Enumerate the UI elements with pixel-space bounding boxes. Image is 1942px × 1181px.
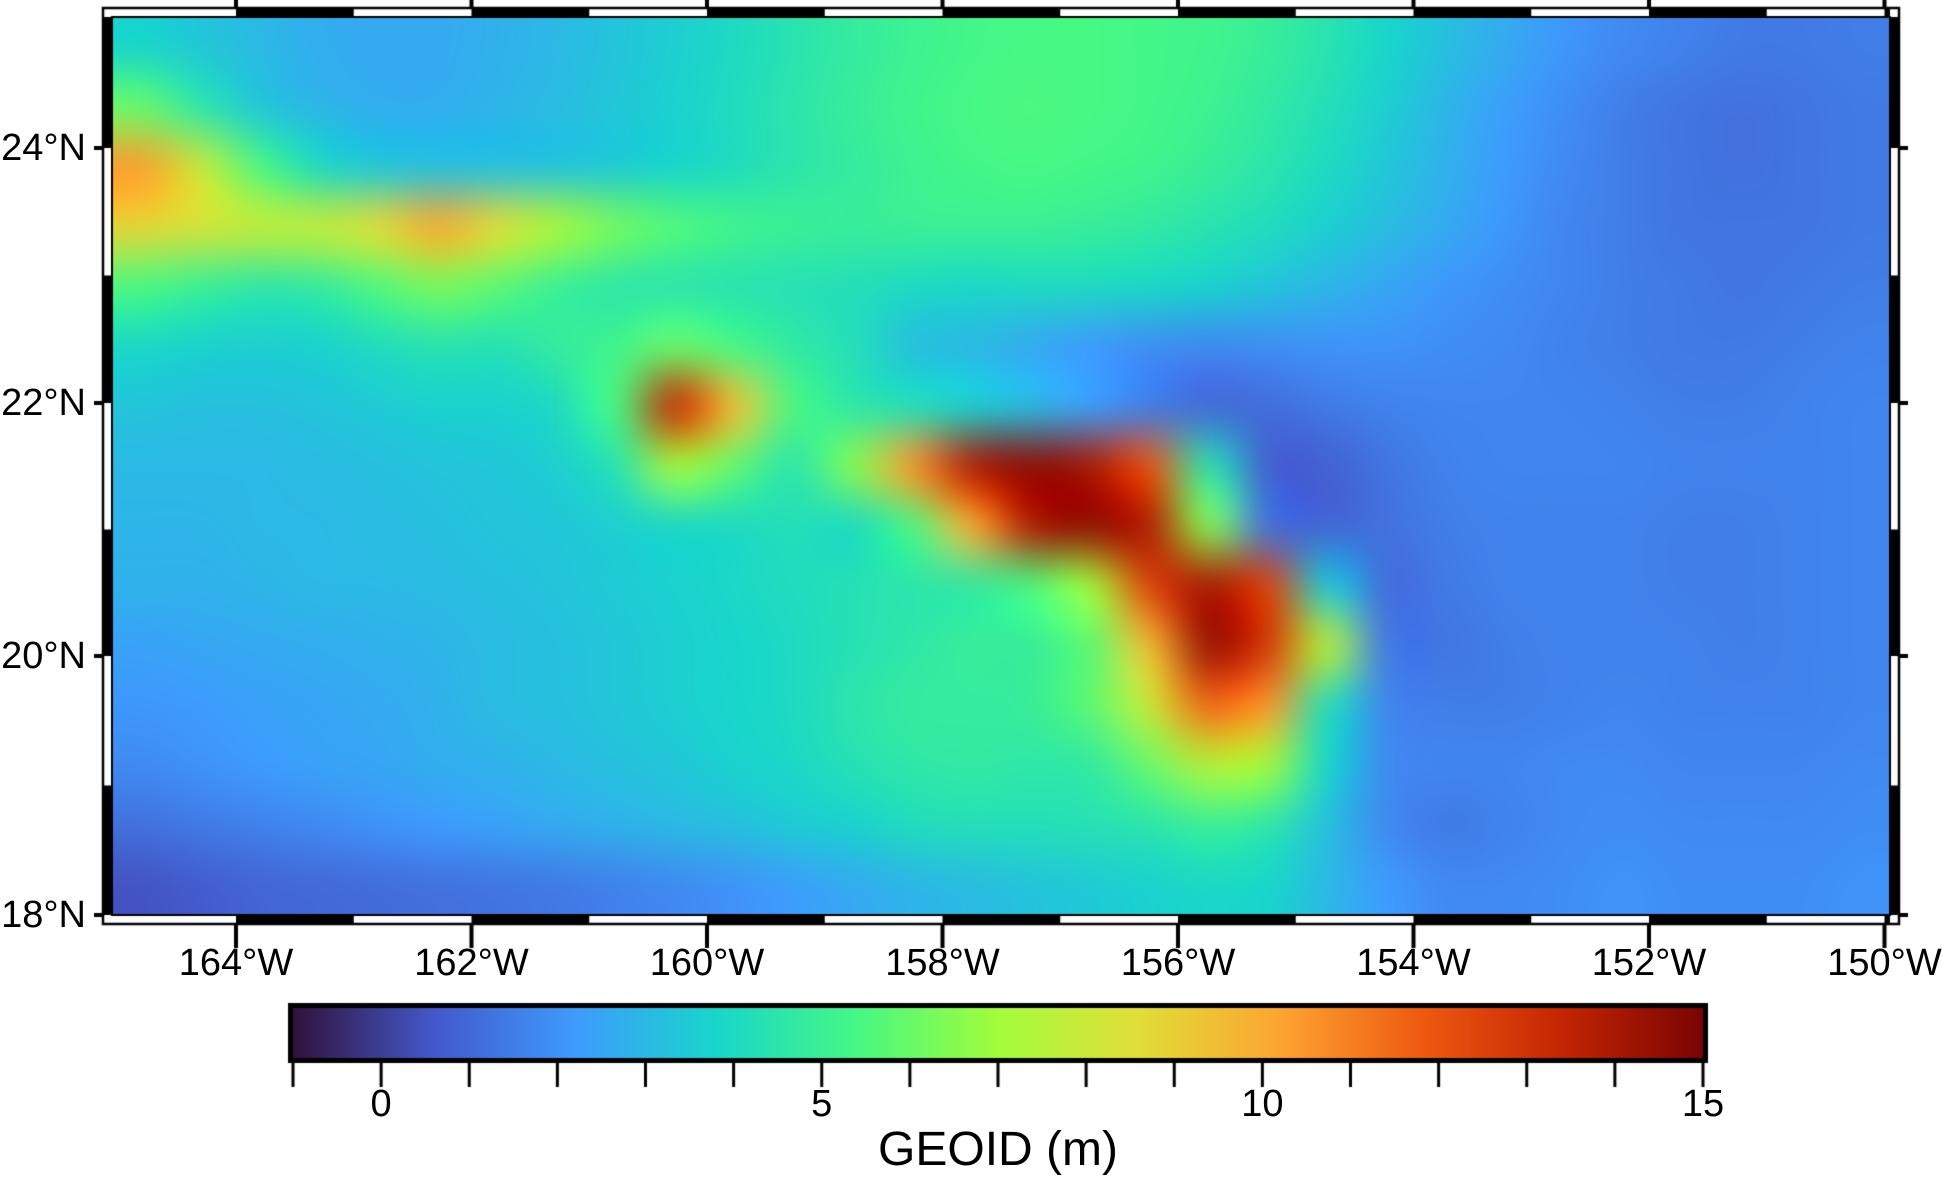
colorbar-tick-label: 15 [1681,1083,1725,1125]
y-tick-label: 20°N [1,635,86,677]
x-tick-label: 160°W [649,942,765,984]
x-tick-label: 156°W [1120,942,1236,984]
colorbar-tick-label: 0 [370,1083,392,1125]
x-tick-label: 162°W [414,942,529,984]
colorbar-tick-label: 10 [1241,1083,1284,1125]
x-tick-label: 150°W [1827,942,1942,984]
x-tick-label: 164°W [178,942,294,984]
x-tick-label: 158°W [885,942,1000,984]
y-tick-label: 24°N [1,127,86,169]
y-tick-label: 22°N [1,382,86,424]
colorbar-tick-label: 5 [811,1083,833,1125]
x-tick-label: 152°W [1591,942,1707,984]
y-tick-label: 18°N [1,894,86,936]
x-tick-label: 154°W [1356,942,1471,984]
colorbar-title: GEOID (m) [878,1123,1118,1176]
